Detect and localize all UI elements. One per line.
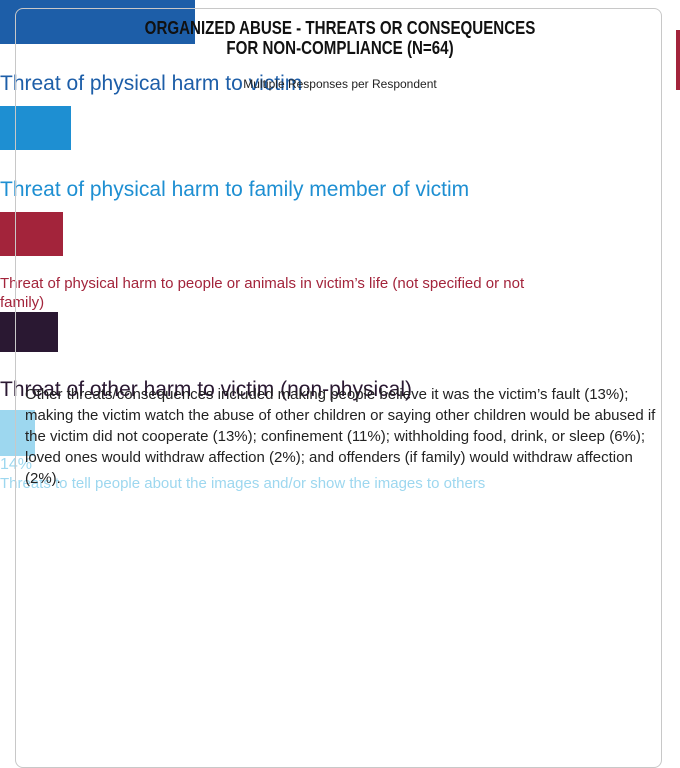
note: Other threats/consequences included maki…: [25, 386, 656, 487]
category-label: Threat of physical harm to people or ani…: [0, 275, 525, 311]
category-label: Threat of physical harm to family member…: [0, 178, 470, 201]
value-label: 28%: [0, 150, 33, 167]
chart-subtitle: Multiple Responses per Respondent: [243, 77, 437, 91]
value-label: 77%: [0, 44, 33, 61]
bar: [0, 312, 59, 352]
bar: [0, 0, 195, 44]
bar: [0, 106, 71, 150]
value-label: 14%: [0, 456, 33, 473]
category-label: Threat of physical harm to victim: [0, 72, 303, 95]
side-accent: [676, 30, 680, 90]
bar: [0, 410, 36, 456]
category-label: Threat of other harm to victim (non-phys…: [0, 378, 412, 401]
chart-title: ORGANIZED ABUSE - THREATS OR CONSEQUENCE…: [144, 18, 536, 58]
value-label: 25%: [0, 256, 33, 273]
bars: 77% Threat of physical harm to victim 28% T…: [0, 0, 525, 492]
value-label: 23%: [0, 352, 33, 369]
category-label: Threats to tell people about the images …: [0, 475, 486, 492]
bar: [0, 212, 64, 256]
